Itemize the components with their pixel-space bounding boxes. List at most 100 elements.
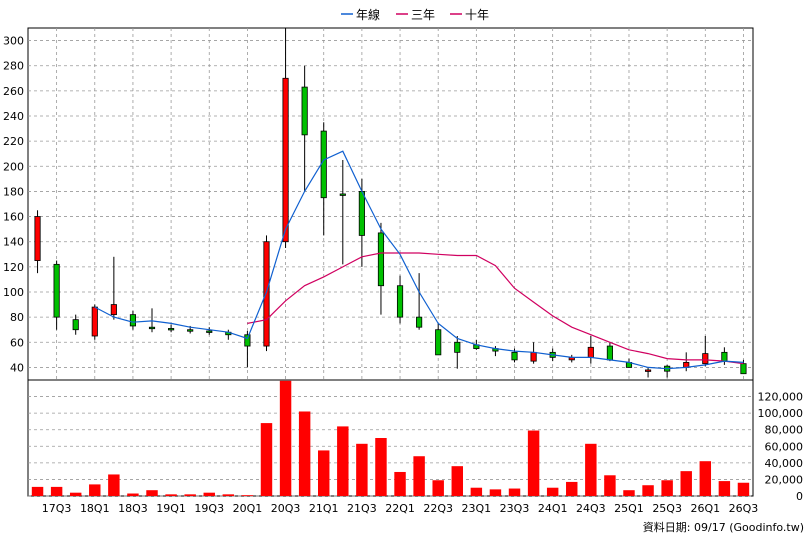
candle-body — [644, 369, 652, 372]
volume-bar — [127, 493, 139, 496]
x-tick-label: 19Q3 — [194, 502, 224, 515]
volume-tick-label: 0 — [796, 490, 803, 503]
x-tick-label: 26Q1 — [690, 502, 720, 515]
x-tick-label: 25Q1 — [614, 502, 644, 515]
volume-tick-label: 80,000 — [765, 424, 804, 437]
volume-bar — [318, 450, 330, 496]
candle-body — [721, 351, 728, 362]
candle-body — [416, 316, 423, 328]
candle-body — [168, 328, 175, 331]
candle-body — [454, 341, 461, 353]
price-tick-label: 180 — [3, 185, 24, 198]
price-panel: 40 60 80 100 120 140 160 180 200 220 240 260 280 300 — [3, 27, 754, 496]
price-tick-label: 300 — [3, 35, 24, 48]
volume-plot-frame — [27, 379, 754, 497]
volume-bar — [527, 430, 540, 496]
candle-body — [110, 304, 117, 316]
x-tick-label: 25Q3 — [652, 502, 682, 515]
volume-bar — [298, 411, 311, 496]
candle-body — [91, 306, 98, 337]
volume-bar — [737, 482, 750, 496]
volume-panel: 0 20,000 40,000 60,000 80,000 100,000 120,000 — [27, 379, 804, 503]
legend: 年線 三年 十年 — [341, 7, 489, 22]
candle-body — [396, 285, 404, 318]
volume-bar — [489, 489, 502, 496]
x-tick-label: 20Q3 — [271, 502, 301, 515]
candle-body — [740, 363, 747, 375]
price-tick-label: 160 — [3, 211, 24, 224]
volume-bar — [203, 492, 215, 496]
price-tick-label: 120 — [3, 261, 24, 274]
volume-bar — [241, 495, 254, 496]
candle-body — [148, 326, 156, 330]
x-tick-label: 23Q3 — [500, 502, 530, 515]
volume-bar — [623, 490, 635, 496]
legend-label: 十年 — [465, 8, 489, 22]
volume-bar — [337, 426, 349, 496]
series-line-3y — [247, 252, 744, 365]
candle-body — [187, 329, 194, 332]
x-tick-label: 22Q1 — [385, 502, 415, 515]
volume-bar — [718, 481, 731, 496]
volume-bar — [375, 438, 387, 496]
candle-body — [606, 345, 613, 361]
candle-body — [377, 232, 385, 287]
volume-bar — [451, 466, 463, 496]
volume-tick-label: 20,000 — [765, 473, 804, 486]
volume-bar — [680, 471, 692, 496]
volume-bar — [642, 485, 654, 496]
volume-tick-label: 60,000 — [765, 440, 804, 453]
price-plot-frame — [27, 27, 754, 381]
volume-tick-label: 120,000 — [758, 391, 804, 404]
candle-body — [206, 330, 213, 333]
x-tick-label: 19Q1 — [156, 502, 186, 515]
candle-body — [587, 346, 594, 358]
candle-body — [511, 351, 518, 361]
volume-bar — [566, 481, 578, 496]
volume-bar — [222, 494, 235, 496]
price-tick-label: 200 — [3, 160, 24, 173]
x-axis: 17Q3 18Q1 18Q3 19Q1 19Q3 20Q1 20Q3 21Q1 21Q3 22Q1… — [42, 502, 758, 515]
price-tick-label: 60 — [10, 336, 24, 349]
candle-body — [301, 86, 308, 136]
candle-body — [435, 329, 442, 356]
candle-body — [244, 334, 251, 347]
price-tick-label: 40 — [10, 361, 24, 374]
series-line-1y — [94, 150, 744, 370]
x-tick-label: 18Q3 — [118, 502, 148, 515]
candle-body — [282, 77, 289, 243]
volume-bar — [184, 494, 196, 496]
price-tick-label: 260 — [3, 85, 24, 98]
volume-bar — [31, 486, 44, 496]
volume-tick-label: 100,000 — [758, 407, 804, 420]
candle-body — [34, 216, 41, 261]
x-tick-label: 20Q1 — [233, 502, 263, 515]
x-tick-label: 18Q1 — [80, 502, 110, 515]
volume-bar — [146, 490, 158, 496]
x-tick-label: 26Q3 — [729, 502, 759, 515]
volume-bar — [394, 471, 406, 496]
volume-bar — [356, 443, 368, 496]
price-tick-label: 80 — [10, 311, 24, 324]
x-tick-label: 23Q1 — [462, 502, 492, 515]
candle-body — [530, 351, 537, 362]
candle-body — [320, 130, 327, 199]
price-tick-label: 220 — [3, 135, 24, 148]
candle-body — [72, 319, 79, 331]
x-tick-label: 21Q1 — [309, 502, 339, 515]
candle-body — [358, 191, 365, 236]
volume-bar — [699, 461, 712, 496]
price-tick-label: 240 — [3, 110, 24, 123]
volume-bar — [69, 492, 82, 496]
volume-bar — [508, 488, 521, 496]
volume-bar — [585, 443, 597, 496]
volume-bar — [89, 484, 101, 496]
price-tick-label: 280 — [3, 60, 24, 73]
volume-bar — [661, 480, 673, 496]
candle-body — [129, 314, 137, 327]
candle-body — [339, 193, 346, 196]
x-tick-label: 17Q3 — [42, 502, 72, 515]
volume-bar — [279, 380, 292, 496]
volume-tick-label: 40,000 — [765, 457, 804, 470]
